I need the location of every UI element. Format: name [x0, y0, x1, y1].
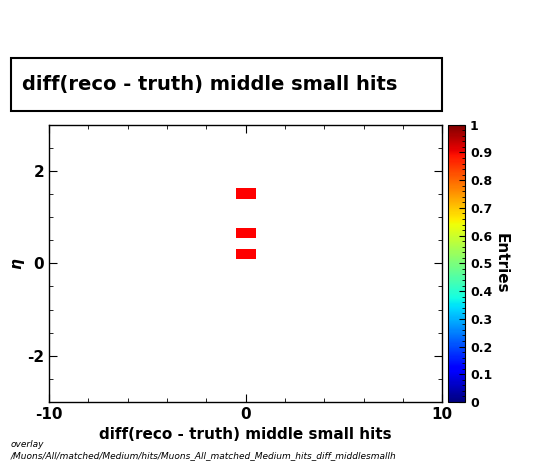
X-axis label: diff(reco - truth) middle small hits: diff(reco - truth) middle small hits: [99, 427, 392, 442]
Y-axis label: η: η: [9, 258, 25, 269]
Bar: [236, 188, 256, 199]
Bar: [236, 249, 256, 259]
Y-axis label: Entries: Entries: [494, 233, 509, 294]
Bar: [236, 228, 256, 238]
Text: diff(reco - truth) middle small hits: diff(reco - truth) middle small hits: [22, 75, 397, 94]
Text: overlay
/Muons/All/matched/Medium/hits/Muons_All_matched_Medium_hits_diff_middle: overlay /Muons/All/matched/Medium/hits/M…: [11, 440, 397, 460]
